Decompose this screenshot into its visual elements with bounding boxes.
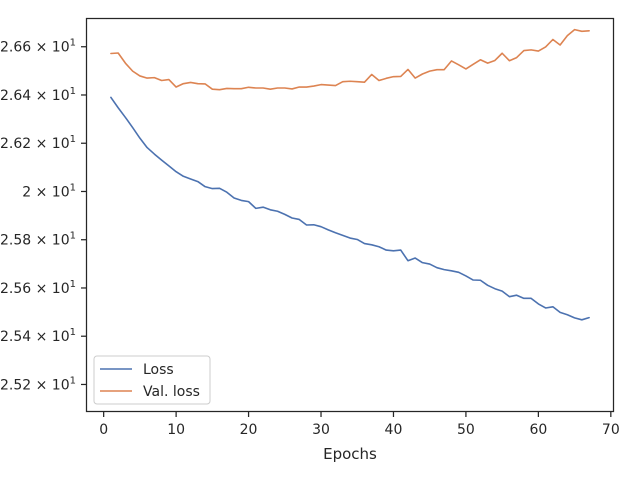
x-axis-label: Epochs [323,445,377,463]
y-tick-label: 2.66 × 101 [0,38,76,56]
x-tick-label: 70 [602,422,620,438]
x-axis: 0 10 20 30 40 50 60 70 [99,411,620,438]
x-tick-label: 20 [240,422,258,438]
y-tick-label: 2.54 × 101 [0,327,76,345]
legend-label-loss: Loss [143,362,174,378]
x-tick-label: 0 [99,422,108,438]
plot-frame [85,17,615,413]
series-line-loss [110,96,590,321]
y-tick-label: 2 × 101 [22,182,76,200]
y-axis: 2.52 × 101 2.54 × 101 2.56 × 101 2.58 × 101… [0,38,87,393]
y-tick-label: 2.56 × 101 [0,279,76,297]
x-tick-label: 40 [385,422,403,438]
legend: Loss Val. loss [93,355,211,405]
series-line-val-loss [110,28,590,91]
legend-label-val-loss: Val. loss [143,384,200,400]
y-tick-label: 2.62 × 101 [0,134,76,152]
x-tick-label: 60 [529,422,547,438]
plot-lines [110,28,590,321]
x-tick-label: 30 [312,422,330,438]
legend-box [93,355,211,405]
y-tick-label: 2.58 × 101 [0,231,76,249]
x-tick-label: 10 [167,422,185,438]
x-tick-label: 50 [457,422,475,438]
y-tick-label: 2.52 × 101 [0,375,76,393]
y-tick-label: 2.64 × 101 [0,86,76,104]
